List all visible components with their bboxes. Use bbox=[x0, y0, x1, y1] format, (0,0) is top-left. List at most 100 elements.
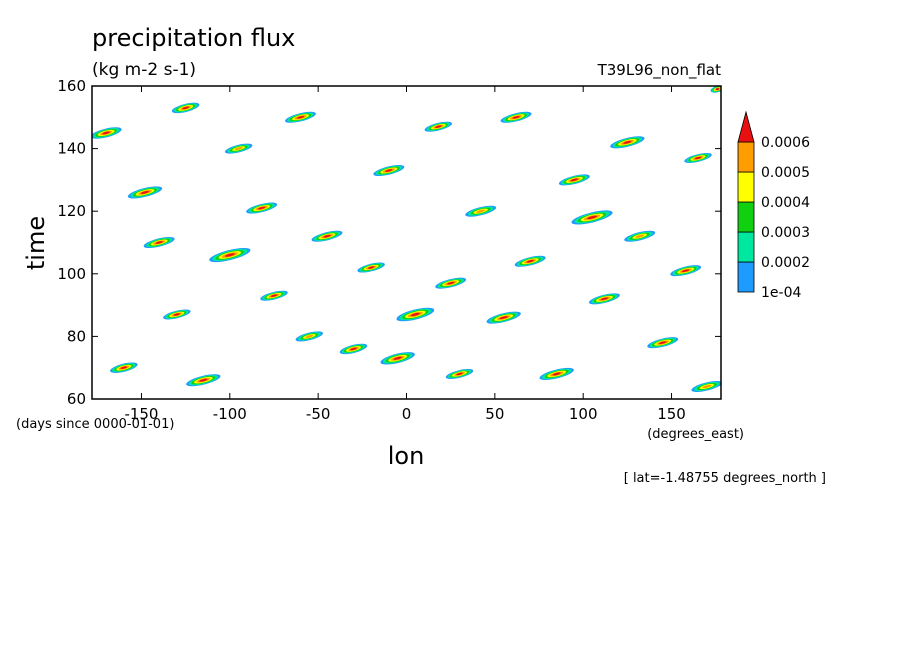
precip-feature bbox=[588, 293, 620, 305]
precip-contour-level-6 bbox=[552, 372, 561, 376]
precip-contour-level-6 bbox=[140, 190, 150, 194]
y-tick-label: 100 bbox=[57, 265, 86, 283]
precip-contour-level-6 bbox=[350, 347, 357, 351]
precip-contour-level-6 bbox=[587, 215, 598, 220]
precip-contour-level-6 bbox=[658, 341, 667, 345]
precip-feature bbox=[571, 210, 613, 225]
precip-feature bbox=[500, 111, 532, 123]
precip-feature bbox=[110, 362, 138, 373]
y-tick-label: 120 bbox=[57, 202, 86, 220]
colorbar-label: 0.0006 bbox=[761, 135, 810, 151]
colorbar-segment bbox=[737, 231, 755, 263]
precip-feature bbox=[339, 343, 368, 355]
y-axis-label: time bbox=[22, 216, 50, 270]
x-axis-ticks: -150 -100 -50 0 50 100 150 bbox=[124, 86, 686, 423]
precip-contour-level-6 bbox=[296, 115, 305, 119]
chart-subtitle: (kg m-2 s-1) bbox=[92, 60, 196, 80]
precip-feature bbox=[445, 368, 474, 379]
precip-contour-level-6 bbox=[512, 115, 520, 119]
x-tick-label: -50 bbox=[306, 405, 331, 423]
precip-contour-level-6 bbox=[434, 125, 442, 128]
precip-contour-level-6 bbox=[173, 313, 181, 316]
colorbar-segment bbox=[737, 171, 755, 203]
precip-contour-level-6 bbox=[694, 156, 702, 160]
precip-contour-level-6 bbox=[120, 366, 128, 369]
y-tick-label: 80 bbox=[67, 327, 86, 345]
y-axis-units: (days since 0000-01-01) bbox=[16, 417, 174, 432]
precip-feature bbox=[380, 352, 415, 365]
precip-contour-level-6 bbox=[446, 281, 455, 285]
precip-feature bbox=[647, 337, 679, 349]
precip-contour-level-6 bbox=[323, 234, 331, 238]
precip-feature bbox=[171, 102, 200, 114]
precip-contour-level-6 bbox=[600, 297, 609, 301]
precip-feature bbox=[435, 277, 467, 289]
precip-contour-level-6 bbox=[199, 378, 208, 382]
colorbar: 1e-04 0.0002 0.0003 0.0004 0.0005 0.0006 bbox=[737, 110, 810, 301]
precip-feature bbox=[127, 186, 163, 199]
precip-contour-level-6 bbox=[393, 356, 402, 360]
precip-contour-level-6 bbox=[257, 206, 266, 210]
precip-contour-level-6 bbox=[715, 88, 720, 91]
precip-feature bbox=[670, 265, 702, 277]
latitude-note: [ lat=-1.48755 degrees_north ] bbox=[624, 471, 826, 486]
x-tick-label: -100 bbox=[213, 405, 247, 423]
x-tick-label: -150 bbox=[124, 405, 158, 423]
precip-feature bbox=[691, 380, 721, 392]
precip-feature bbox=[224, 143, 253, 154]
precip-feature bbox=[209, 247, 251, 263]
precip-feature bbox=[514, 255, 546, 267]
run-label: T39L96_non_flat bbox=[597, 61, 722, 80]
x-tick-label: 50 bbox=[485, 405, 504, 423]
precip-feature bbox=[684, 152, 712, 163]
y-axis-ticks: 60 80 100 120 140 160 bbox=[57, 77, 721, 408]
precip-feature bbox=[295, 331, 324, 342]
precip-contour-level-6 bbox=[681, 269, 690, 273]
precip-contour-level-6 bbox=[456, 372, 463, 376]
precip-contour-level-6 bbox=[570, 178, 579, 182]
precip-contour-level-5 bbox=[635, 234, 645, 238]
plot-frame bbox=[91, 85, 722, 400]
precip-contour-level-6 bbox=[499, 316, 508, 320]
precip-feature bbox=[558, 174, 590, 186]
precipitation-field bbox=[92, 86, 721, 392]
colorbar-segment bbox=[737, 261, 755, 293]
precip-contour-level-6 bbox=[155, 241, 163, 244]
precip-contour-level-5 bbox=[476, 209, 486, 213]
colorbar-segment bbox=[737, 141, 755, 173]
x-axis-label: lon bbox=[388, 442, 425, 470]
precip-feature bbox=[92, 127, 122, 139]
precip-contour-level-6 bbox=[385, 169, 393, 172]
x-tick-label: 100 bbox=[569, 405, 598, 423]
precip-contour-level-6 bbox=[182, 106, 189, 110]
x-tick-label: 150 bbox=[657, 405, 686, 423]
precip-feature bbox=[357, 262, 385, 273]
colorbar-label: 1e-04 bbox=[761, 285, 801, 301]
precip-feature bbox=[396, 307, 435, 322]
precip-contour-level-5 bbox=[305, 334, 314, 338]
precip-feature bbox=[539, 367, 574, 380]
y-tick-label: 140 bbox=[57, 140, 86, 158]
colorbar-label: 0.0002 bbox=[761, 255, 810, 271]
chart-title: precipitation flux bbox=[92, 24, 295, 52]
colorbar-label: 0.0004 bbox=[761, 195, 810, 211]
precip-contour-level-6 bbox=[367, 266, 375, 269]
precip-feature bbox=[143, 236, 175, 249]
colorbar-label: 0.0003 bbox=[761, 225, 810, 241]
colorbar-label: 0.0005 bbox=[761, 165, 810, 181]
precip-feature bbox=[624, 230, 656, 242]
y-tick-label: 60 bbox=[67, 390, 86, 408]
precip-contour-level-6 bbox=[410, 312, 420, 317]
precip-feature bbox=[424, 121, 453, 132]
colorbar-extend-arrow bbox=[737, 110, 755, 143]
precip-feature bbox=[246, 202, 278, 214]
precip-feature bbox=[186, 374, 221, 387]
precip-feature bbox=[373, 164, 405, 177]
x-axis-units: (degrees_east) bbox=[647, 427, 744, 442]
precip-feature bbox=[260, 290, 288, 301]
precip-contour-level-6 bbox=[102, 131, 110, 135]
precip-contour-level-6 bbox=[526, 259, 534, 263]
precip-contour-level-6 bbox=[270, 294, 278, 297]
precip-feature bbox=[285, 111, 316, 123]
